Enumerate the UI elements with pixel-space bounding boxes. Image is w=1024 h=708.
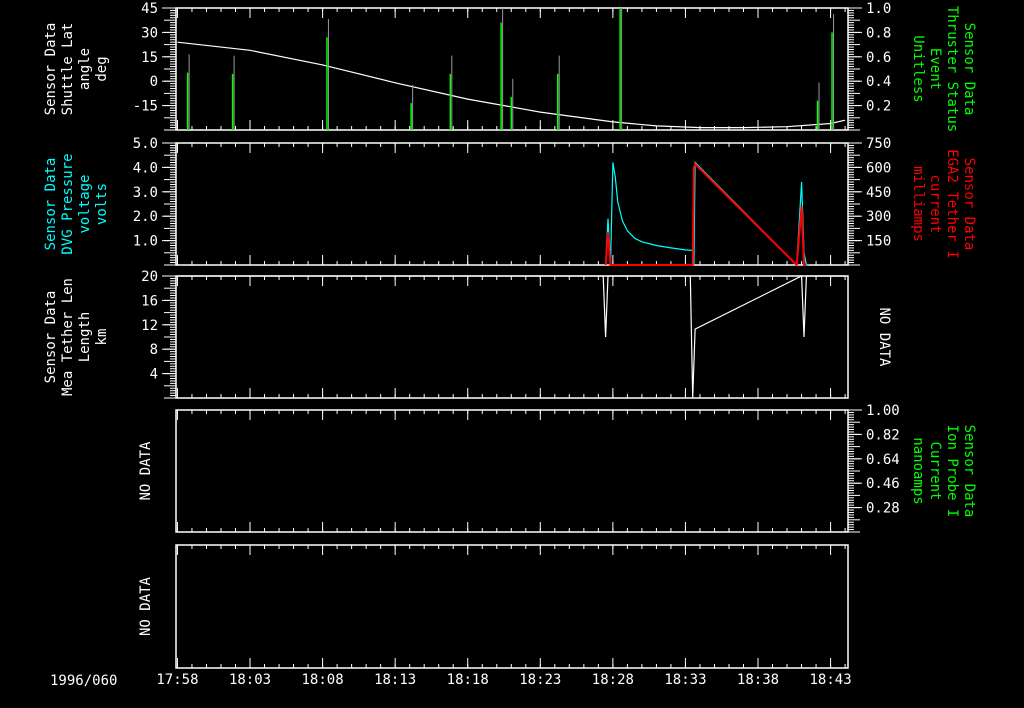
y-tick-label: 16: [141, 293, 158, 309]
y-tick-label: 0.46: [866, 476, 900, 492]
y-tick-label: 0.28: [866, 501, 900, 517]
axis-label-line: Event: [927, 48, 943, 90]
y-tick-label: 20: [141, 269, 158, 285]
y-tick-label: 0.82: [866, 427, 900, 443]
axis-label-line: deg: [94, 56, 110, 81]
no-data-label: NO DATA: [138, 441, 154, 501]
y-tick-label: 450: [866, 185, 891, 201]
axis-label-line: Sensor Data: [961, 158, 977, 251]
axis-label-line: milliamps: [910, 166, 926, 242]
axis-label-line: Length: [77, 312, 93, 363]
panel-3: 20 16 12 8 4 Sensor Data Mea Tether Len Length k…: [43, 269, 892, 399]
axis-label-line: Sensor Data: [961, 23, 977, 116]
x-tick-label: 18:13: [374, 672, 416, 688]
series-line-dvg-pressure: [605, 161, 809, 267]
axis-label-line: Shuttle Lat: [60, 23, 76, 116]
panel-4: NO DATA 1.00 0.82 0.64 0.46 0.28 Sensor DataIo…: [138, 403, 977, 533]
axis-label-line: Sensor Data: [43, 291, 59, 384]
y-tick-label: -15: [133, 99, 158, 115]
y-tick-label: 12: [141, 318, 158, 334]
panel-frame: [175, 275, 849, 399]
axis-label-line: Sensor Data: [43, 23, 59, 116]
axis-label-line: Sensor Data: [43, 158, 59, 251]
y-tick-label: 0.8: [866, 25, 891, 41]
y-tick-label: 2.0: [133, 209, 158, 225]
no-data-label: NO DATA: [138, 576, 154, 636]
y-tick-label: 0.2: [866, 99, 891, 115]
x-tick-label: 18:03: [229, 672, 271, 688]
series-line-ega2-tether-i: [604, 162, 807, 268]
y-tick-label: 0.6: [866, 50, 891, 66]
y-tick-label: 1.00: [866, 403, 900, 419]
axis-label-line: voltage: [77, 174, 93, 233]
axis-label-line: Unitless: [910, 35, 926, 102]
y-tick-label: 0.4: [866, 74, 891, 90]
axis-label-line: EGA2 Tether I: [944, 149, 960, 259]
axis-label-line: angle: [77, 48, 93, 90]
y-tick-label: 3.0: [133, 185, 158, 201]
x-tick-label: 18:43: [810, 672, 852, 688]
y-tick-label: 1.0: [133, 234, 158, 250]
axis-label-line: Ion Probe I: [944, 425, 960, 518]
x-tick-label: 18:38: [737, 672, 779, 688]
y-tick-label: 0: [150, 74, 158, 90]
axis-label-line: Mea Tether Len: [60, 278, 76, 396]
series-line-mea-tether-len: [177, 275, 846, 399]
x-tick-label: 17:58: [156, 672, 198, 688]
axis-label-line: Thruster Status: [944, 6, 960, 132]
panel-5: NO DATA: [138, 544, 849, 669]
panel-frame: [175, 409, 849, 533]
y-tick-label: 15: [141, 50, 158, 66]
y-tick-label: 300: [866, 209, 891, 225]
x-tick-label: 18:28: [592, 672, 634, 688]
y-tick-label: 4.0: [133, 160, 158, 176]
panel-frame: [175, 544, 849, 669]
y-tick-label: 0.64: [866, 452, 900, 468]
x-tick-label: 18:33: [664, 672, 706, 688]
axis-label-line: current: [927, 174, 943, 233]
y-tick-label: 600: [866, 160, 891, 176]
axis-label-line: Sensor Data: [961, 425, 977, 518]
x-tick-label: 18:18: [447, 672, 489, 688]
no-data-label: NO DATA: [876, 307, 892, 367]
x-tick-label: 18:08: [302, 672, 344, 688]
y-tick-label: 4: [150, 367, 158, 383]
axis-label-line: DVG Pressure: [60, 153, 76, 254]
axis-label-line: Current: [927, 441, 943, 500]
x-tick-label: 18:23: [519, 672, 561, 688]
y-tick-label: 750: [866, 136, 891, 152]
y-tick-label: 45: [141, 1, 158, 17]
y-tick-label: 5.0: [133, 136, 158, 152]
axis-label-line: km: [94, 329, 110, 346]
axis-label-line: volts: [94, 183, 110, 225]
y-tick-label: 150: [866, 234, 891, 250]
panel-frame: [175, 142, 849, 266]
y-tick-label: 30: [141, 25, 158, 41]
series-line-shuttle-lat: [177, 41, 846, 129]
date-label: 1996/060: [50, 673, 118, 689]
y-tick-label: 1.0: [866, 1, 891, 17]
axis-label-line: nanoamps: [910, 437, 926, 504]
y-tick-label: 8: [150, 342, 158, 358]
